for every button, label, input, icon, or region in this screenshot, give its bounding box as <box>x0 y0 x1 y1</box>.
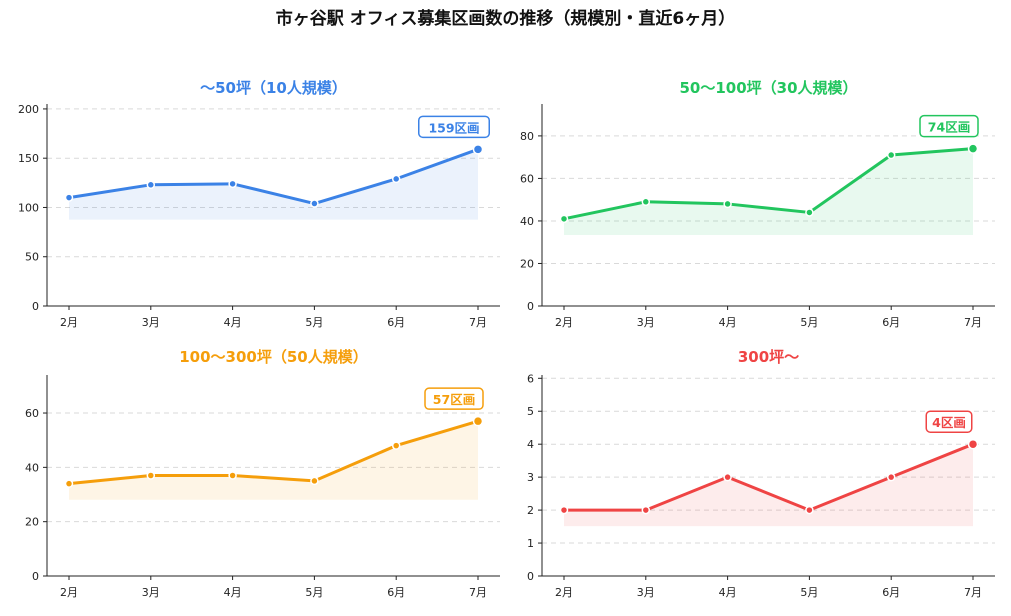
y-tick-label: 5 <box>527 405 534 418</box>
data-point <box>805 505 814 515</box>
y-tick-label: 0 <box>32 570 39 583</box>
data-point <box>967 438 979 450</box>
callout-box <box>424 387 484 410</box>
y-tick-label: 0 <box>527 300 534 313</box>
x-tick-label: 2月 <box>60 316 78 329</box>
data-point <box>310 476 319 486</box>
chart-panel-4: 300坪〜 0 1 2 3 4 5 6 2月 3月 4月 5月 6月 7月 4区画 <box>527 348 995 599</box>
data-point <box>228 179 237 189</box>
series-line <box>67 147 480 206</box>
data-point <box>228 471 237 480</box>
data-point <box>559 505 569 515</box>
data-point <box>64 193 74 202</box>
x-tick-label: 4月 <box>719 316 737 329</box>
callout-box <box>919 114 979 138</box>
panel-title: 100〜300坪（50人規模） <box>179 348 368 366</box>
x-tick-label: 2月 <box>555 586 573 599</box>
series-fill <box>564 148 973 235</box>
panel-title: 〜50坪（10人規模） <box>200 79 347 97</box>
series-fill <box>69 149 478 220</box>
data-point <box>723 199 732 209</box>
page-title: 市ヶ谷駅 オフィス募集区画数の推移（規模別・直近6ヶ月） <box>275 9 736 29</box>
x-tick-label: 2月 <box>555 316 573 329</box>
data-point <box>967 143 979 154</box>
callout-label: 57区画 <box>433 392 475 407</box>
chart-panel-3: 100〜300坪（50人規模） 0 20 40 60 2月 3月 4月 5月 6月 7月 57区画 <box>25 348 500 599</box>
data-point <box>805 208 814 217</box>
data-point <box>886 472 896 482</box>
x-tick-label: 5月 <box>800 586 818 599</box>
x-tick-label: 4月 <box>719 586 737 599</box>
x-tick-label: 2月 <box>60 586 78 599</box>
y-tick-label: 2 <box>527 504 534 517</box>
data-point <box>310 199 319 208</box>
x-tick-label: 6月 <box>387 316 405 329</box>
callout-box <box>925 410 973 433</box>
y-tick-label: 60 <box>25 407 39 420</box>
data-point <box>146 180 156 190</box>
chart-panel-1: 〜50坪（10人規模） 0 50 100 150 200 2月 3月 4月 5月 6月 7月 159区画 <box>18 79 500 329</box>
data-point <box>559 214 569 224</box>
panel-title: 50〜100坪（30人規模） <box>679 79 857 97</box>
series-fill <box>69 421 478 500</box>
data-point <box>886 150 896 160</box>
data-point <box>472 415 484 427</box>
y-tick-label: 200 <box>18 103 39 116</box>
callout-label: 159区画 <box>428 120 479 135</box>
y-tick-label: 50 <box>25 251 39 264</box>
x-tick-label: 5月 <box>305 586 323 599</box>
x-tick-label: 5月 <box>305 316 323 329</box>
data-point <box>472 144 484 155</box>
data-point <box>723 472 732 482</box>
y-tick-label: 1 <box>527 537 534 550</box>
y-tick-label: 60 <box>520 172 534 185</box>
data-point <box>64 479 74 488</box>
x-tick-label: 4月 <box>224 316 242 329</box>
data-point <box>146 471 156 480</box>
x-tick-label: 6月 <box>387 586 405 599</box>
series-fill <box>564 444 973 527</box>
series-line <box>67 419 480 486</box>
x-tick-label: 3月 <box>142 316 160 329</box>
x-tick-label: 6月 <box>882 586 900 599</box>
callout-label: 74区画 <box>928 120 970 135</box>
y-tick-label: 40 <box>25 461 39 474</box>
y-tick-label: 40 <box>520 215 534 228</box>
series-line <box>562 442 975 512</box>
data-point <box>641 197 651 207</box>
x-tick-label: 5月 <box>800 316 818 329</box>
data-point <box>641 505 651 515</box>
y-tick-label: 20 <box>25 516 39 529</box>
y-tick-label: 3 <box>527 471 534 484</box>
y-tick-label: 150 <box>18 152 39 165</box>
series-line <box>562 147 975 221</box>
data-point <box>391 174 401 184</box>
y-tick-label: 20 <box>520 257 534 270</box>
y-tick-label: 0 <box>527 570 534 583</box>
x-tick-label: 7月 <box>964 316 982 329</box>
x-tick-label: 7月 <box>469 316 487 329</box>
x-tick-label: 4月 <box>224 586 242 599</box>
data-point <box>391 441 401 450</box>
x-tick-label: 6月 <box>882 316 900 329</box>
x-tick-label: 7月 <box>469 586 487 599</box>
panel-title: 300坪〜 <box>738 348 799 366</box>
y-tick-label: 80 <box>520 130 534 143</box>
y-tick-label: 6 <box>527 372 534 385</box>
x-tick-label: 3月 <box>142 586 160 599</box>
y-tick-label: 0 <box>32 300 39 313</box>
x-tick-label: 3月 <box>637 316 655 329</box>
y-tick-label: 100 <box>18 201 39 214</box>
x-tick-label: 7月 <box>964 586 982 599</box>
callout-box <box>418 115 490 139</box>
y-tick-label: 4 <box>527 438 534 451</box>
callout-label: 4区画 <box>932 415 966 430</box>
chart-panel-2: 50〜100坪（30人規模） 0 20 40 60 80 2月 3月 4月 5月 6月 7月 74区画 <box>520 79 995 329</box>
x-tick-label: 3月 <box>637 586 655 599</box>
